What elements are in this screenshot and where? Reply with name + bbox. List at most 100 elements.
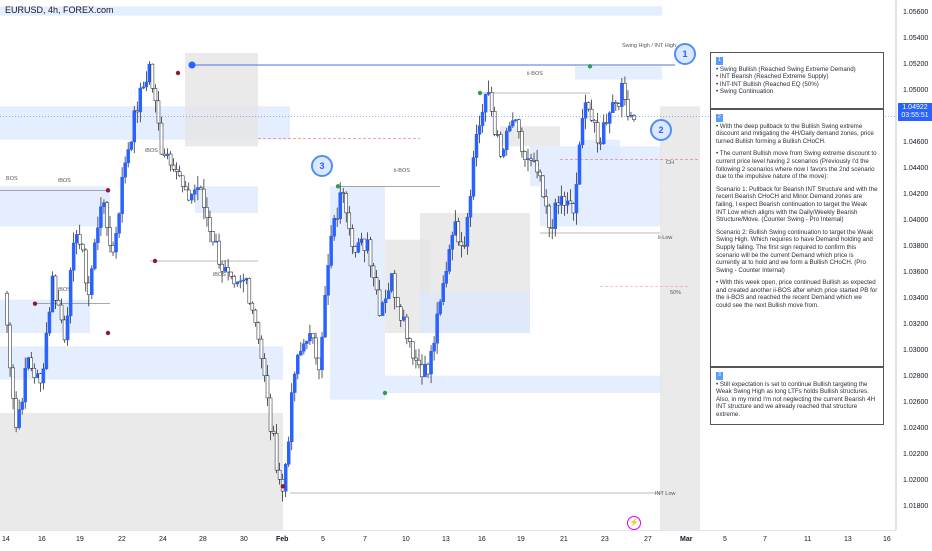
- candle-body: [214, 240, 218, 243]
- candle-body: [505, 130, 509, 150]
- structure-zone: [580, 139, 620, 160]
- structure-zone: [385, 375, 662, 393]
- price-tick: 1.05600: [903, 9, 929, 16]
- candle-body: [329, 235, 333, 266]
- candle-body: [471, 157, 476, 197]
- candle-body: [141, 86, 146, 89]
- price-tick: 1.04000: [903, 217, 929, 224]
- candle-body: [399, 306, 403, 321]
- time-tick: 5: [723, 536, 727, 543]
- bos-label: BOS: [6, 176, 18, 182]
- candle-body: [286, 441, 291, 465]
- time-tick: 7: [363, 536, 367, 543]
- candle-body: [544, 196, 548, 207]
- candle-body: [53, 275, 58, 301]
- candle-body: [462, 245, 467, 247]
- structure-zone: [185, 53, 258, 147]
- price-tick: 1.03800: [903, 243, 929, 250]
- section-2-body: • With the deep pullback to the Bullish …: [716, 123, 878, 310]
- candle-body: [211, 231, 215, 243]
- candle-body: [283, 464, 288, 492]
- time-tick: 5: [321, 536, 325, 543]
- candle-body: [105, 202, 109, 228]
- swing-point-marker: [152, 258, 158, 264]
- ii-low-label: ii-Low: [658, 235, 673, 241]
- candle-body: [132, 110, 136, 143]
- candle-body: [562, 196, 567, 206]
- candle-body: [550, 227, 554, 229]
- candle-body: [126, 149, 130, 164]
- candle-body: [117, 213, 121, 234]
- candle-body: [241, 279, 246, 282]
- candle-body: [323, 294, 327, 338]
- candle-body: [508, 125, 512, 132]
- time-tick: 16: [883, 536, 891, 543]
- candle-body: [392, 273, 397, 298]
- candle-body: [411, 341, 415, 359]
- time-tick: 19: [76, 536, 84, 543]
- ibos-label-3: iBOS: [145, 148, 158, 154]
- candle-body: [302, 343, 306, 352]
- candle-body: [483, 94, 488, 113]
- section-2-paragraph: Scenario 2: Bullish Swing continuation t…: [716, 228, 874, 274]
- candle-body: [383, 298, 388, 303]
- candle-body: [20, 401, 24, 410]
- badge-1[interactable]: 1: [674, 43, 696, 65]
- annotation-box-2[interactable]: 2 • With the deep pullback to the Bullis…: [710, 109, 884, 367]
- candle-body: [308, 333, 312, 342]
- candle-body: [489, 92, 494, 112]
- price-chart[interactable]: [0, 0, 896, 530]
- candle-body: [598, 142, 603, 145]
- candle-body: [87, 282, 91, 295]
- price-tick: 1.04600: [903, 139, 929, 146]
- candle-body: [532, 159, 536, 162]
- candle-body: [453, 221, 458, 236]
- swing-point-marker: [477, 90, 483, 96]
- price-axis[interactable]: 1.056001.054001.052001.050001.048001.046…: [896, 0, 932, 530]
- candle-body: [35, 373, 40, 378]
- candle-body: [232, 276, 236, 285]
- candle-body: [14, 398, 18, 428]
- candle-body: [196, 187, 200, 191]
- candle-body: [617, 103, 621, 107]
- time-axis[interactable]: 14 16 19 22 24 28 30 Feb 5 7 10 13 16 19 21 23 27 Mar 5 7 11…: [0, 530, 896, 551]
- candle-body: [368, 239, 373, 267]
- price-tick: 1.05000: [903, 87, 929, 94]
- candle-body: [244, 278, 249, 281]
- candle-body: [350, 228, 355, 247]
- section-1-item: • INT Bearish (Reached Extreme Supply): [716, 73, 829, 81]
- candle-body: [353, 246, 358, 253]
- time-tick: 28: [199, 536, 207, 543]
- annotation-box-3[interactable]: 3 • Still expectation is set to continue…: [710, 367, 884, 425]
- symbol-title: EURUSD, 4h, FOREX.com: [5, 5, 114, 15]
- candle-body: [396, 297, 400, 308]
- candle-body: [90, 268, 94, 295]
- badge-2[interactable]: 2: [650, 119, 672, 141]
- candle-body: [468, 196, 473, 218]
- price-tick: 1.02400: [903, 425, 929, 432]
- price-tick: 1.02600: [903, 399, 929, 406]
- candle-body: [595, 122, 600, 144]
- swing-point-marker: [587, 64, 593, 69]
- candle-body: [11, 367, 15, 399]
- swing-point-marker: [382, 390, 388, 396]
- candle-body: [41, 368, 46, 384]
- candle-body: [265, 375, 270, 399]
- candle-body: [102, 202, 106, 207]
- candle-body: [190, 194, 194, 201]
- candle-body: [459, 241, 464, 246]
- candle-body: [450, 235, 455, 250]
- candle-body: [402, 316, 406, 321]
- candle-body: [84, 249, 88, 284]
- candle-body: [526, 158, 530, 160]
- price-tick: 1.03200: [903, 321, 929, 328]
- structure-zone: [0, 466, 283, 530]
- annotation-box-1[interactable]: 1 • Swing Bullish (Reached Swing Extreme…: [710, 52, 884, 109]
- time-tick: 21: [560, 536, 568, 543]
- badge-3[interactable]: 3: [311, 155, 333, 177]
- candle-body: [359, 238, 364, 243]
- candle-body: [150, 63, 155, 89]
- swing-point-marker: [188, 61, 196, 69]
- candle-body: [589, 108, 594, 121]
- lightning-icon[interactable]: ⚡: [627, 516, 641, 530]
